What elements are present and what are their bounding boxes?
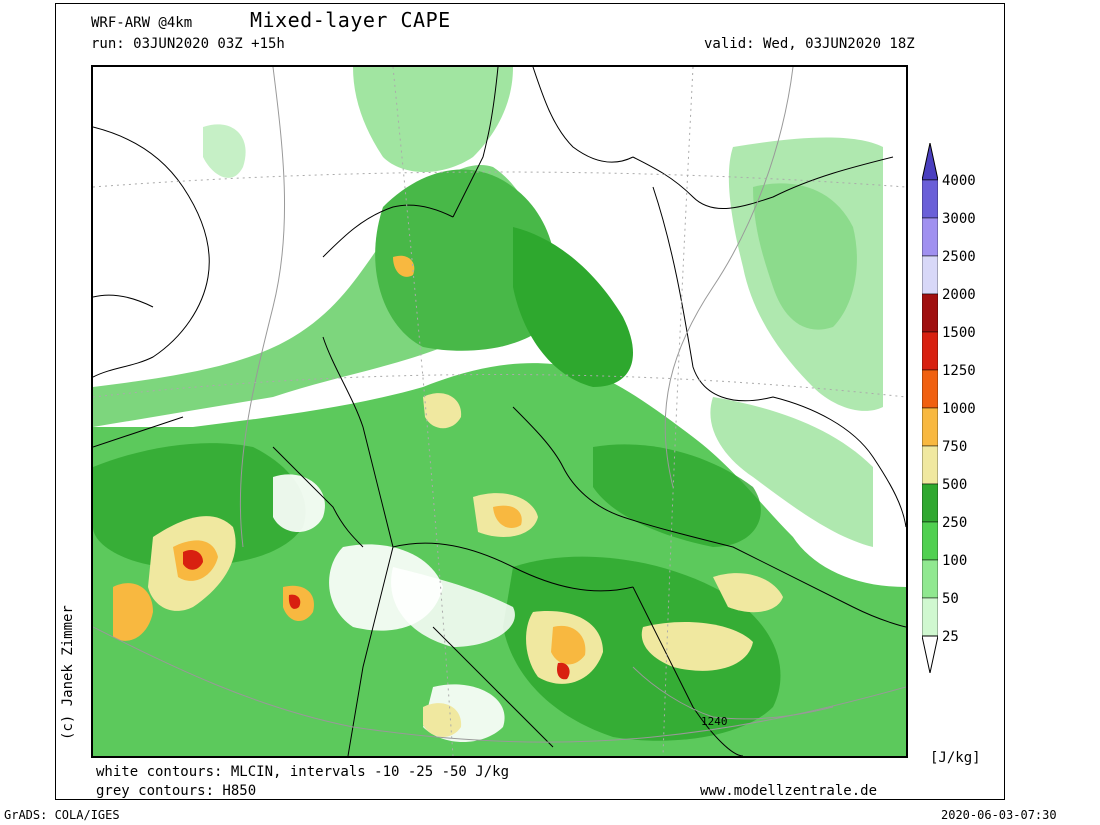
cbar-label-25: 25 bbox=[942, 629, 959, 645]
cbar-label-1000: 1000 bbox=[942, 401, 976, 417]
cape-field-green bbox=[93, 67, 906, 756]
cbar-unit: [J/kg] bbox=[930, 750, 981, 766]
footer-software: GrADS: COLA/IGES bbox=[4, 808, 120, 822]
cbar-seg-1 bbox=[922, 217, 938, 257]
cbar-seg-7 bbox=[922, 445, 938, 485]
chart-title: Mixed-layer CAPE bbox=[250, 8, 451, 32]
cbar-seg-11 bbox=[922, 597, 938, 637]
cbar-label-50: 50 bbox=[942, 591, 959, 607]
cbar-seg-2 bbox=[922, 255, 938, 295]
cape-field-high bbox=[113, 255, 783, 737]
cbar-seg-8 bbox=[922, 483, 938, 523]
cbar-label-4000: 4000 bbox=[942, 173, 976, 189]
h850-contours bbox=[93, 67, 906, 743]
grey-contours-note: grey contours: H850 bbox=[96, 783, 257, 799]
cbar-seg-9 bbox=[922, 521, 938, 561]
map-canvas bbox=[93, 67, 906, 756]
graticule bbox=[93, 67, 906, 756]
contour-label: 1240 bbox=[701, 715, 728, 728]
cbar-label-3000: 3000 bbox=[942, 211, 976, 227]
cbar-seg-4 bbox=[922, 331, 938, 371]
cbar-label-2500: 2500 bbox=[942, 249, 976, 265]
footer-timestamp: 2020-06-03-07:30 bbox=[941, 808, 1057, 822]
cbar-seg-6 bbox=[922, 407, 938, 447]
cbar-seg-3 bbox=[922, 293, 938, 333]
cbar-label-750: 750 bbox=[942, 439, 968, 455]
cape-map: 1240 bbox=[91, 65, 908, 758]
run-label: run: 03JUN2020 03Z +15h bbox=[91, 36, 285, 52]
cbar-top-arrow bbox=[922, 143, 938, 181]
cbar-label-2000: 2000 bbox=[942, 287, 976, 303]
cbar-seg-0 bbox=[922, 179, 938, 219]
cbar-seg-5 bbox=[922, 369, 938, 409]
cbar-label-250: 250 bbox=[942, 515, 968, 531]
cbar-label-1500: 1500 bbox=[942, 325, 976, 341]
model-label: WRF-ARW @4km bbox=[91, 15, 193, 31]
website-link[interactable]: www.modellzentrale.de bbox=[700, 783, 878, 799]
color-bar bbox=[922, 143, 938, 673]
cbar-seg-10 bbox=[922, 559, 938, 599]
figure-frame bbox=[55, 3, 1005, 800]
cbar-label-1250: 1250 bbox=[942, 363, 976, 379]
cbar-bottom-arrow bbox=[922, 635, 938, 673]
cbar-label-500: 500 bbox=[942, 477, 968, 493]
white-contours-note: white contours: MLCIN, intervals -10 -25… bbox=[96, 764, 510, 780]
author-credit: (c) Janek Zimmer bbox=[60, 605, 76, 740]
cbar-label-100: 100 bbox=[942, 553, 968, 569]
valid-label: valid: Wed, 03JUN2020 18Z bbox=[704, 36, 915, 52]
